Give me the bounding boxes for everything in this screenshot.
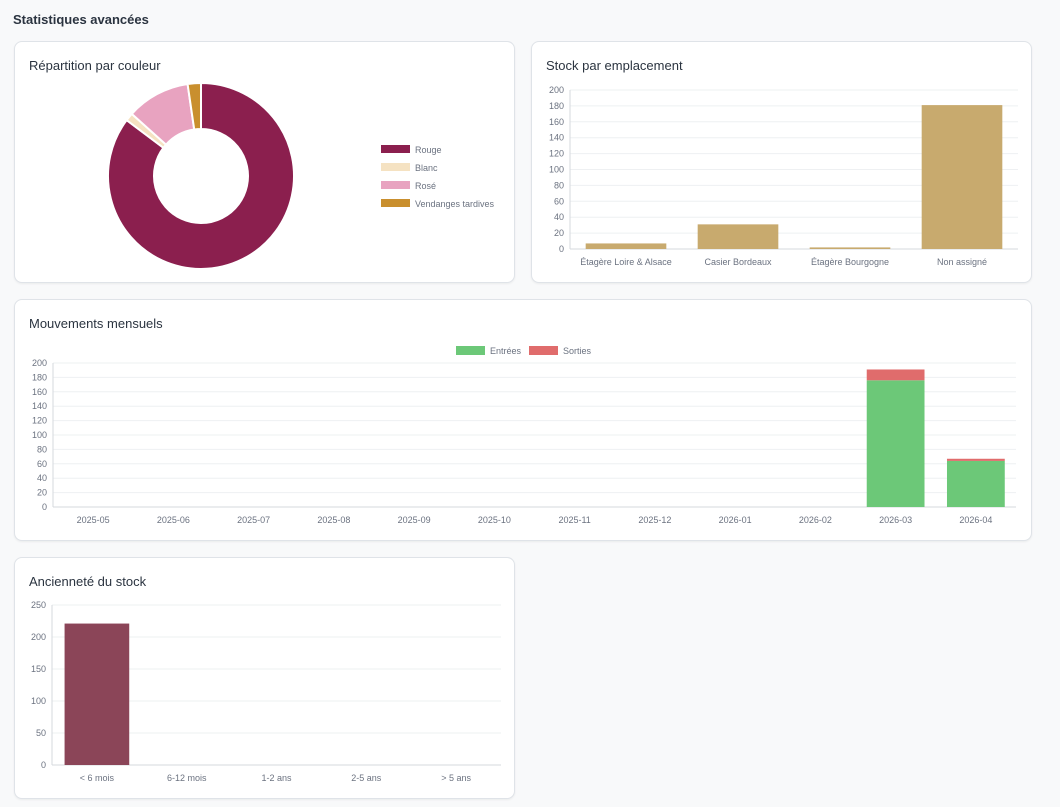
x-tick-label: Casier Bordeaux — [704, 257, 772, 267]
bar-segment — [866, 380, 925, 507]
stock-age-bar-chart: 0 50 100 150 200 250 < 6 mois 6-12 mois 1-2 ans 2… — [31, 600, 501, 783]
x-tick-label: 2-5 ans — [351, 773, 382, 783]
bar — [809, 247, 891, 249]
stock-age-card: Ancienneté du stock 0 50 100 150 200 250 < 6 m… — [14, 557, 515, 799]
legend-label: Sorties — [563, 346, 592, 356]
x-tick-label: < 6 mois — [80, 773, 115, 783]
bar — [585, 243, 667, 249]
color-donut-chart: Rouge Blanc Rosé Vendanges tardives — [107, 81, 495, 270]
location-stock-title: Stock par emplacement — [546, 58, 683, 73]
monthly-movements-card: Mouvements mensuels 0 20 40 60 80 100 120 140 16… — [14, 299, 1032, 541]
legend-label: Blanc — [415, 163, 438, 173]
x-tick-label: 2026-02 — [799, 515, 832, 525]
y-tick-label: 100 — [32, 430, 47, 440]
x-tick-label: 2025-08 — [317, 515, 350, 525]
y-tick-label: 0 — [42, 502, 47, 512]
y-tick-label: 100 — [549, 165, 564, 175]
x-tick-label: 2025-05 — [77, 515, 110, 525]
x-tick-label: 2025-10 — [478, 515, 511, 525]
y-tick-label: 80 — [37, 444, 47, 454]
x-tick-label: 2025-07 — [237, 515, 270, 525]
legend-swatch — [381, 163, 410, 171]
y-tick-label: 0 — [41, 760, 46, 770]
x-tick-label: 2025-11 — [558, 515, 590, 525]
monthly-stacked-bar-chart: 0 20 40 60 80 100 120 140 160 180 200 2025-05 2025-0… — [32, 346, 1016, 525]
monthly-movements-title: Mouvements mensuels — [29, 316, 163, 331]
x-tick-label: 2026-03 — [879, 515, 912, 525]
y-tick-label: 160 — [549, 117, 564, 127]
bar-segment — [946, 458, 1005, 461]
y-tick-label: 120 — [549, 149, 564, 159]
y-tick-label: 100 — [31, 696, 46, 706]
location-bar-chart: 0 20 40 60 80 100 120 140 160 180 200 Étagère Loire… — [549, 85, 1018, 267]
color-distribution-card: Répartition par couleur Rouge Blanc Rosé Ve… — [14, 41, 515, 283]
legend-label: Rouge — [415, 145, 442, 155]
y-tick-label: 200 — [31, 632, 46, 642]
x-tick-label: 2026-04 — [959, 515, 992, 525]
y-tick-label: 20 — [37, 488, 47, 498]
x-tick-label: 2025-12 — [638, 515, 671, 525]
y-tick-label: 200 — [32, 358, 47, 368]
x-tick-label: > 5 ans — [441, 773, 471, 783]
y-tick-label: 200 — [549, 85, 564, 95]
y-tick-label: 0 — [559, 244, 564, 254]
y-tick-label: 40 — [37, 473, 47, 483]
bar-segment — [866, 369, 925, 381]
location-stock-card: Stock par emplacement 0 20 40 60 80 100 120 140… — [531, 41, 1032, 283]
y-tick-label: 250 — [31, 600, 46, 610]
bar — [921, 105, 1003, 249]
y-tick-label: 180 — [32, 372, 47, 382]
legend-swatch — [381, 181, 410, 189]
y-tick-label: 80 — [554, 180, 564, 190]
y-tick-label: 150 — [31, 664, 46, 674]
x-tick-label: 2025-06 — [157, 515, 190, 525]
color-distribution-title: Répartition par couleur — [29, 58, 161, 73]
x-tick-label: 6-12 mois — [167, 773, 207, 783]
legend-label: Rosé — [415, 181, 436, 191]
y-tick-label: 50 — [36, 728, 46, 738]
legend-label: Entrées — [490, 346, 522, 356]
donut-slice — [107, 81, 295, 270]
x-tick-label: 2026-01 — [719, 515, 752, 525]
bar-segment — [946, 460, 1005, 507]
page-title: Statistiques avancées — [13, 12, 149, 27]
y-tick-label: 180 — [549, 101, 564, 111]
donut-slice — [186, 81, 202, 131]
x-tick-label: Étagère Loire & Alsace — [580, 257, 672, 267]
y-tick-label: 60 — [554, 196, 564, 206]
y-tick-label: 140 — [549, 133, 564, 143]
x-tick-label: Étagère Bourgogne — [811, 257, 889, 267]
y-tick-label: 120 — [32, 416, 47, 426]
y-tick-label: 60 — [37, 459, 47, 469]
x-tick-label: 1-2 ans — [261, 773, 292, 783]
legend-swatch — [529, 346, 558, 355]
bar — [697, 224, 779, 249]
legend-swatch — [381, 145, 410, 153]
x-tick-label: Non assigné — [937, 257, 987, 267]
y-tick-label: 20 — [554, 228, 564, 238]
legend-swatch — [381, 199, 410, 207]
y-tick-label: 40 — [554, 212, 564, 222]
stock-age-title: Ancienneté du stock — [29, 574, 147, 589]
y-tick-label: 160 — [32, 387, 47, 397]
legend-label: Vendanges tardives — [415, 199, 495, 209]
y-tick-label: 140 — [32, 401, 47, 411]
bar — [64, 623, 130, 765]
legend-swatch — [456, 346, 485, 355]
x-tick-label: 2025-09 — [398, 515, 431, 525]
